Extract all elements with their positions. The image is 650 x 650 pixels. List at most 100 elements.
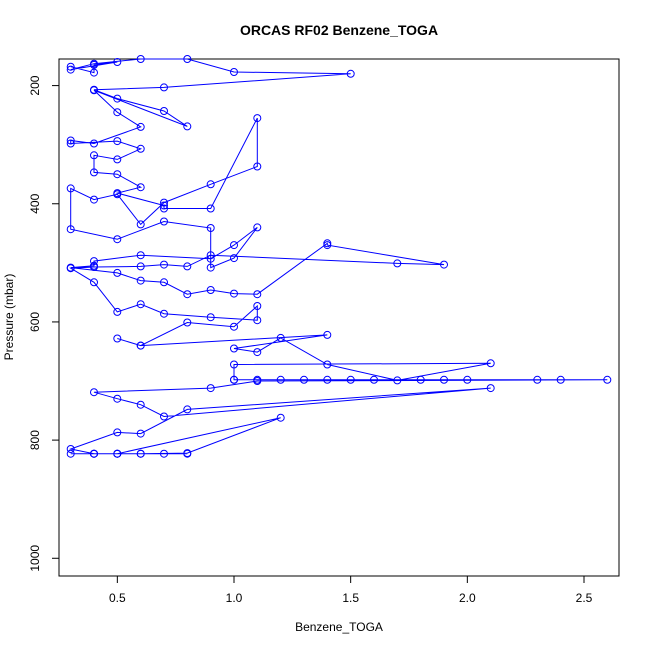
data-point: [230, 254, 238, 263]
y-axis-label: Pressure (mbar): [2, 274, 16, 361]
data-point: [253, 302, 262, 310]
data-point: [230, 344, 238, 353]
data-point: [323, 360, 332, 369]
data-point: [230, 360, 238, 369]
data-point: [136, 251, 145, 260]
data-point: [136, 220, 145, 229]
data-point: [183, 55, 192, 63]
data-point: [440, 260, 448, 269]
data-point: [253, 114, 262, 123]
x-axis-label: Benzene_TOGA: [295, 620, 383, 634]
data-point: [90, 86, 98, 95]
data-point: [183, 318, 192, 327]
data-point: [113, 137, 122, 146]
data-point: [113, 170, 122, 179]
data-point: [66, 264, 75, 273]
data-point: [230, 241, 238, 250]
data-point: [90, 168, 98, 177]
data-point: [346, 375, 355, 384]
data-point: [253, 348, 262, 357]
plot-area: [66, 55, 612, 458]
data-point: [393, 376, 402, 385]
y-tick-label: 600: [28, 312, 42, 332]
data-point: [136, 400, 145, 409]
data-point: [113, 58, 122, 66]
y-tick-label: 200: [28, 75, 42, 95]
series-line: [68, 58, 608, 455]
data-point: [90, 263, 98, 271]
data-point: [90, 68, 98, 77]
data-point: [346, 69, 355, 78]
data-point: [160, 412, 168, 421]
data-point: [113, 235, 122, 244]
data-point: [556, 375, 565, 384]
data-point: [206, 224, 215, 232]
data-point: [66, 225, 75, 234]
data-point: [183, 122, 192, 131]
data-point: [160, 201, 168, 210]
data-point: [486, 384, 495, 393]
data-point: [323, 241, 332, 250]
data-point: [90, 139, 98, 148]
data-point: [90, 449, 98, 458]
data-point: [230, 322, 238, 331]
data-point: [90, 257, 98, 266]
x-tick-label: 1.0: [226, 591, 243, 605]
data-point: [136, 429, 145, 438]
data-point: [370, 375, 378, 384]
data-point: [323, 375, 332, 384]
data-point: [206, 204, 215, 213]
data-point: [113, 394, 122, 403]
data-point: [90, 278, 98, 287]
data-point: [276, 375, 285, 384]
data-point: [183, 405, 192, 414]
chart-title: ORCAS RF02 Benzene_TOGA: [240, 22, 438, 38]
x-tick-label: 0.5: [109, 591, 126, 605]
x-tick-label: 1.5: [342, 591, 359, 605]
data-point: [276, 333, 285, 342]
data-point: [253, 223, 262, 232]
data-point: [160, 449, 168, 458]
y-tick-label: 800: [28, 430, 42, 450]
y-tick-label: 1000: [28, 545, 42, 572]
data-point: [66, 62, 75, 71]
data-point: [90, 195, 98, 204]
data-point: [416, 375, 425, 384]
data-point: [113, 94, 122, 103]
plot-frame: [58, 58, 620, 577]
data-point: [206, 180, 215, 189]
data-point: [160, 217, 168, 226]
data-point: [160, 83, 168, 92]
data-point: [160, 260, 168, 269]
data-point: [183, 449, 192, 458]
data-point: [276, 413, 285, 422]
data-point: [66, 184, 75, 193]
data-point: [253, 316, 262, 325]
data-point: [136, 144, 145, 153]
data-point: [113, 334, 122, 343]
data-point: [136, 300, 145, 309]
data-point: [66, 136, 75, 145]
data-point: [230, 68, 238, 76]
data-point: [66, 445, 75, 453]
data-point: [206, 313, 215, 322]
data-point: [206, 384, 215, 393]
data-point: [66, 449, 75, 458]
data-point: [486, 359, 495, 368]
data-point: [603, 375, 612, 384]
data-point: [113, 428, 122, 437]
data-point: [136, 449, 145, 458]
data-point: [90, 59, 98, 68]
data-point: [160, 309, 168, 318]
data-point: [66, 65, 75, 74]
data-point: [230, 289, 238, 298]
data-point: [136, 55, 145, 63]
data-point: [393, 259, 402, 268]
data-point: [300, 375, 308, 384]
data-point: [136, 276, 145, 285]
data-point: [160, 204, 168, 213]
data-point: [206, 263, 215, 272]
data-point: [230, 375, 238, 384]
data-point: [113, 268, 122, 277]
